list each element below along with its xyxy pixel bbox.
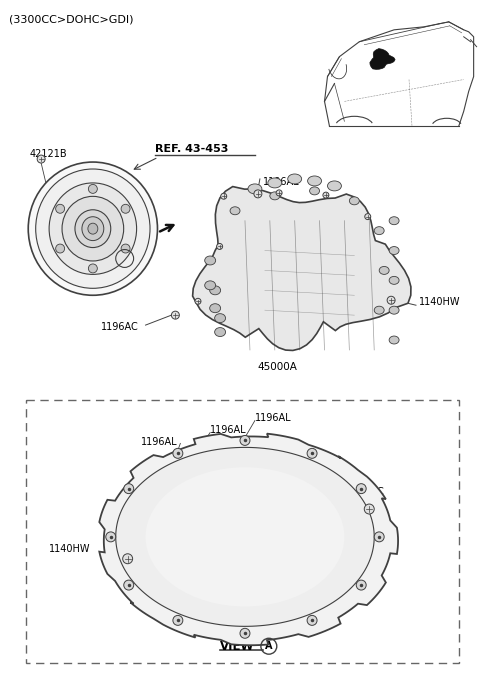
Ellipse shape <box>215 314 226 323</box>
Ellipse shape <box>349 197 360 205</box>
Circle shape <box>121 244 130 253</box>
Text: A: A <box>121 254 129 263</box>
Ellipse shape <box>268 178 282 188</box>
Text: 1196AC: 1196AC <box>101 322 139 332</box>
Ellipse shape <box>62 196 124 261</box>
Ellipse shape <box>204 256 216 265</box>
Text: 1196AL: 1196AL <box>210 425 247 434</box>
Ellipse shape <box>75 210 111 248</box>
Ellipse shape <box>379 267 389 274</box>
Circle shape <box>323 192 329 198</box>
Circle shape <box>171 311 180 319</box>
Ellipse shape <box>389 246 399 254</box>
Text: 1196AL: 1196AL <box>263 177 300 187</box>
Circle shape <box>56 244 65 253</box>
Circle shape <box>240 436 250 445</box>
Circle shape <box>88 264 97 273</box>
Ellipse shape <box>310 187 320 195</box>
Bar <box>26 399 459 663</box>
Circle shape <box>123 554 132 564</box>
Circle shape <box>121 205 130 213</box>
Circle shape <box>173 449 183 458</box>
Ellipse shape <box>270 192 280 200</box>
Circle shape <box>221 194 227 199</box>
Ellipse shape <box>389 336 399 344</box>
Ellipse shape <box>28 162 157 295</box>
Ellipse shape <box>215 328 226 337</box>
Text: 45000A: 45000A <box>258 362 298 372</box>
Polygon shape <box>99 434 398 645</box>
Circle shape <box>56 205 65 213</box>
Circle shape <box>240 629 250 638</box>
Circle shape <box>374 532 384 542</box>
Text: 1140HW: 1140HW <box>419 298 460 307</box>
Ellipse shape <box>389 276 399 285</box>
Circle shape <box>106 532 116 542</box>
Ellipse shape <box>230 207 240 215</box>
Ellipse shape <box>248 184 262 194</box>
Ellipse shape <box>145 467 344 607</box>
Circle shape <box>364 504 374 514</box>
Circle shape <box>365 213 371 220</box>
Ellipse shape <box>88 223 98 234</box>
Ellipse shape <box>288 174 301 184</box>
Circle shape <box>276 190 282 196</box>
Text: 42121B: 42121B <box>29 149 67 159</box>
Circle shape <box>173 616 183 625</box>
Text: A: A <box>265 641 273 651</box>
Ellipse shape <box>374 306 384 314</box>
Ellipse shape <box>210 286 221 295</box>
Ellipse shape <box>374 226 384 235</box>
Text: (3300CC>DOHC>GDI): (3300CC>DOHC>GDI) <box>9 15 134 25</box>
Circle shape <box>356 484 366 494</box>
Polygon shape <box>192 187 411 350</box>
Circle shape <box>254 190 262 198</box>
Text: 1196AL: 1196AL <box>255 412 291 423</box>
Ellipse shape <box>389 217 399 224</box>
Ellipse shape <box>36 169 150 289</box>
Circle shape <box>307 616 317 625</box>
Circle shape <box>356 580 366 590</box>
Circle shape <box>195 298 201 304</box>
Ellipse shape <box>308 176 322 186</box>
Circle shape <box>37 155 45 163</box>
Circle shape <box>124 580 134 590</box>
Ellipse shape <box>210 304 221 313</box>
Text: 1196AC: 1196AC <box>348 487 385 497</box>
Circle shape <box>387 296 395 304</box>
Text: VIEW: VIEW <box>220 640 254 653</box>
Ellipse shape <box>49 183 137 274</box>
Circle shape <box>88 185 97 194</box>
Text: 1196AL: 1196AL <box>141 438 177 447</box>
Circle shape <box>124 484 134 494</box>
Polygon shape <box>370 49 395 69</box>
Polygon shape <box>116 447 374 627</box>
Ellipse shape <box>327 181 341 191</box>
Ellipse shape <box>82 217 104 241</box>
Circle shape <box>216 244 223 250</box>
Circle shape <box>307 449 317 458</box>
Text: 1140HW: 1140HW <box>49 544 91 554</box>
Text: REF. 43-453: REF. 43-453 <box>156 144 229 154</box>
Ellipse shape <box>389 306 399 314</box>
Ellipse shape <box>204 281 216 290</box>
